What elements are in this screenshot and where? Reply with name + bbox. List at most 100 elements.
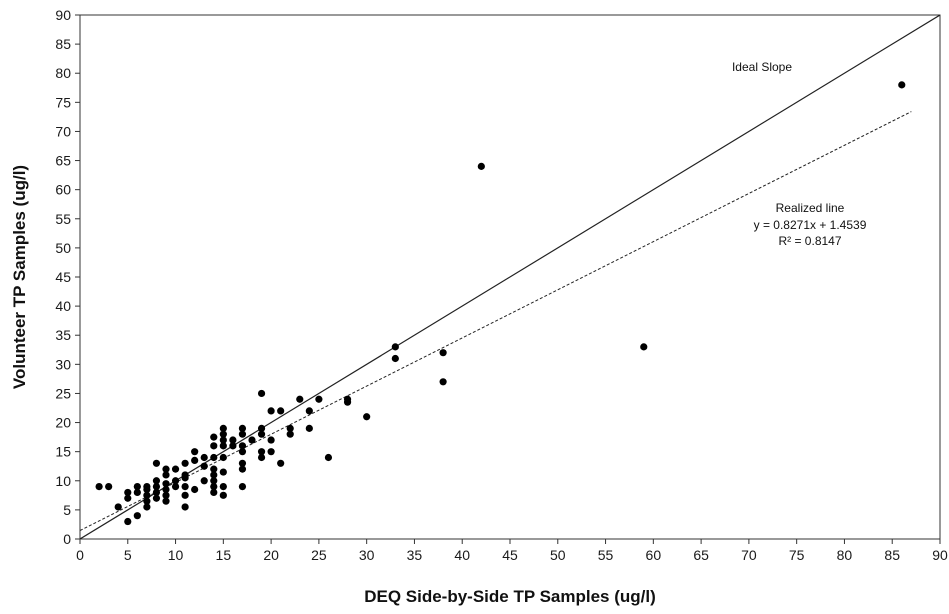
data-point bbox=[296, 395, 304, 403]
data-point bbox=[133, 488, 141, 497]
data-point bbox=[248, 436, 256, 444]
data-point bbox=[305, 407, 313, 415]
data-point bbox=[143, 497, 151, 505]
data-point bbox=[219, 424, 227, 432]
data-point bbox=[200, 453, 208, 462]
y-tick-label: 15 bbox=[55, 444, 71, 460]
x-tick-label: 75 bbox=[789, 547, 805, 563]
x-tick-label: 5 bbox=[124, 547, 132, 563]
x-tick-label: 70 bbox=[741, 547, 757, 563]
y-tick-label: 45 bbox=[55, 269, 71, 285]
data-point bbox=[219, 430, 227, 438]
data-point bbox=[210, 471, 218, 479]
data-point bbox=[210, 488, 218, 497]
y-tick-label: 25 bbox=[55, 385, 71, 401]
data-point bbox=[210, 465, 218, 473]
y-tick-label: 70 bbox=[55, 123, 71, 139]
data-point bbox=[152, 483, 161, 491]
data-points bbox=[95, 81, 906, 526]
y-tick-label: 90 bbox=[55, 7, 71, 23]
data-point bbox=[898, 81, 906, 89]
realized-line-label: Realized line bbox=[776, 201, 845, 215]
data-point bbox=[210, 433, 218, 441]
y-tick-label: 85 bbox=[55, 36, 71, 52]
x-tick-label: 35 bbox=[407, 547, 423, 563]
data-point bbox=[95, 483, 103, 491]
realized-trend-line bbox=[80, 111, 912, 531]
data-point bbox=[219, 442, 227, 450]
x-tick-label: 50 bbox=[550, 547, 566, 563]
r-squared-label: R² = 0.8147 bbox=[778, 234, 841, 248]
data-point bbox=[133, 512, 141, 520]
data-point bbox=[152, 459, 161, 467]
data-point bbox=[200, 462, 208, 470]
y-tick-label: 50 bbox=[55, 240, 71, 256]
data-point bbox=[162, 480, 170, 488]
data-point bbox=[277, 459, 285, 467]
data-point bbox=[143, 503, 151, 511]
data-point bbox=[200, 477, 208, 485]
trend-lines bbox=[80, 15, 940, 539]
data-point bbox=[171, 483, 180, 491]
data-point bbox=[219, 483, 227, 491]
data-point bbox=[391, 354, 399, 363]
y-tick-label: 30 bbox=[55, 356, 71, 372]
y-tick-label: 75 bbox=[55, 94, 71, 110]
data-point bbox=[143, 491, 151, 499]
regression-equation: y = 0.8271x + 1.4539 bbox=[754, 218, 867, 232]
y-tick-label: 35 bbox=[55, 327, 71, 343]
data-point bbox=[257, 424, 266, 432]
data-point bbox=[124, 488, 132, 497]
y-axis-ticks: 0 5 10 15 20 25 30 35 40 45 50 55 60 65 70 75 80 85 90 bbox=[55, 7, 80, 547]
x-tick-label: 25 bbox=[311, 547, 327, 563]
data-point bbox=[640, 343, 648, 351]
data-point bbox=[124, 494, 132, 502]
data-point bbox=[162, 471, 170, 479]
data-point bbox=[238, 459, 247, 467]
data-point bbox=[391, 343, 399, 351]
x-tick-label: 0 bbox=[76, 547, 84, 563]
data-point bbox=[210, 442, 218, 450]
y-tick-label: 0 bbox=[63, 531, 71, 547]
data-point bbox=[257, 453, 266, 462]
data-point bbox=[105, 483, 113, 491]
data-point bbox=[210, 483, 218, 491]
data-point bbox=[315, 395, 323, 403]
data-point bbox=[219, 453, 227, 462]
x-tick-label: 90 bbox=[932, 547, 948, 563]
data-point bbox=[191, 448, 199, 456]
x-tick-label: 55 bbox=[598, 547, 614, 563]
data-point bbox=[162, 497, 170, 505]
data-point bbox=[171, 477, 180, 485]
data-point bbox=[133, 483, 141, 491]
data-point bbox=[114, 503, 122, 511]
data-point bbox=[162, 491, 170, 499]
data-point bbox=[210, 477, 218, 485]
y-tick-label: 10 bbox=[55, 473, 71, 489]
data-point bbox=[171, 465, 180, 473]
data-point bbox=[181, 459, 189, 467]
data-point bbox=[324, 453, 333, 462]
data-point bbox=[343, 395, 352, 403]
x-tick-label: 15 bbox=[216, 547, 232, 563]
data-point bbox=[181, 471, 189, 479]
data-point bbox=[191, 485, 199, 494]
x-tick-label: 40 bbox=[454, 547, 470, 563]
ideal-slope-line bbox=[80, 15, 940, 539]
data-point bbox=[238, 442, 247, 450]
data-point bbox=[229, 436, 237, 444]
data-point bbox=[210, 453, 218, 462]
data-point bbox=[181, 483, 189, 491]
data-point bbox=[238, 465, 247, 473]
data-point bbox=[181, 503, 189, 511]
data-point bbox=[267, 448, 275, 456]
data-point bbox=[305, 424, 313, 432]
data-point bbox=[191, 456, 199, 464]
data-point bbox=[219, 468, 227, 476]
x-tick-label: 10 bbox=[168, 547, 184, 563]
data-point bbox=[219, 436, 227, 444]
y-tick-label: 65 bbox=[55, 153, 71, 169]
data-point bbox=[152, 494, 161, 502]
data-point bbox=[152, 488, 161, 497]
